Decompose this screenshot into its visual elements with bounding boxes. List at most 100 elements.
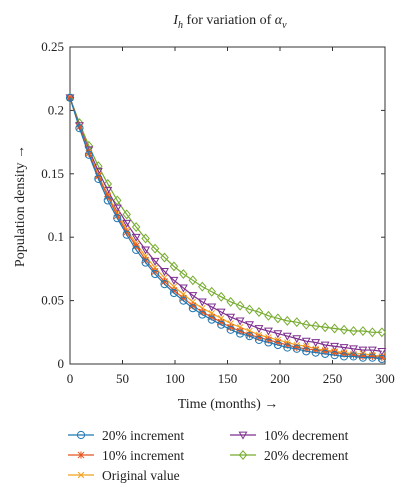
series-original-value xyxy=(66,94,386,360)
legend-item: 20% decrement xyxy=(230,448,349,463)
data-point xyxy=(75,124,84,133)
x-tick-label: 300 xyxy=(375,371,395,386)
data-point xyxy=(112,204,122,213)
data-point xyxy=(189,302,197,310)
data-point xyxy=(226,313,236,322)
data-point xyxy=(131,233,141,242)
data-point xyxy=(311,339,321,348)
data-point xyxy=(349,351,358,359)
legend-item: Original value xyxy=(68,468,180,483)
x-tick-label: 100 xyxy=(165,371,185,386)
data-point xyxy=(330,342,340,351)
data-point xyxy=(358,353,368,362)
data-point xyxy=(179,294,187,302)
title-greek-sub: v xyxy=(282,20,287,31)
data-point xyxy=(217,318,225,326)
title-greek: α xyxy=(275,13,283,28)
legend-marker xyxy=(238,450,248,460)
data-point xyxy=(198,310,207,319)
data-point xyxy=(330,323,339,334)
data-point xyxy=(273,313,283,324)
data-point xyxy=(368,352,376,360)
data-point xyxy=(377,354,386,364)
title-mid: for variation of xyxy=(183,13,275,28)
x-tick-label: 50 xyxy=(116,371,129,386)
data-point xyxy=(264,310,273,321)
data-point xyxy=(150,269,160,279)
data-point xyxy=(75,122,84,131)
data-point xyxy=(113,212,121,220)
data-point xyxy=(179,269,188,279)
legend-item: 10% decrement xyxy=(230,428,349,443)
data-point xyxy=(358,326,368,337)
data-point xyxy=(179,296,188,305)
data-point xyxy=(283,341,291,349)
legend: 20% increment 10% increment Original value… xyxy=(68,428,349,483)
data-point xyxy=(302,347,311,356)
series-20-decrement xyxy=(65,92,387,338)
data-point xyxy=(358,346,368,355)
y-tick-label: 0.05 xyxy=(41,293,64,308)
data-point xyxy=(216,291,226,302)
data-point xyxy=(198,308,206,316)
legend-marker xyxy=(77,451,85,459)
chart-title: Ih for variation of αv xyxy=(172,13,287,31)
data-point xyxy=(65,93,75,102)
series-line xyxy=(69,97,382,352)
data-point xyxy=(131,222,141,233)
data-point xyxy=(293,343,301,352)
data-point xyxy=(207,303,217,312)
x-tick-label: 0 xyxy=(67,371,74,386)
data-point xyxy=(84,150,94,159)
data-point xyxy=(235,300,245,311)
data-point xyxy=(132,245,141,254)
data-point xyxy=(254,335,264,345)
data-point xyxy=(359,352,367,360)
data-point xyxy=(378,354,386,362)
data-point xyxy=(349,345,358,354)
data-point xyxy=(227,323,235,331)
data-point xyxy=(254,307,264,317)
legend-item: 20% increment xyxy=(68,428,184,443)
data-point xyxy=(178,284,188,293)
data-point xyxy=(283,343,292,352)
data-point xyxy=(273,340,282,350)
data-point xyxy=(377,347,387,356)
data-point xyxy=(226,296,235,307)
x-axis-label: Time (months) → xyxy=(178,397,279,412)
data-point xyxy=(340,350,348,358)
data-point xyxy=(94,172,102,180)
data-point xyxy=(264,338,273,347)
legend-label: 20% decrement xyxy=(264,448,349,463)
data-point xyxy=(264,336,273,344)
data-point xyxy=(122,209,131,220)
data-point xyxy=(198,281,207,292)
data-point xyxy=(197,298,207,307)
data-point xyxy=(142,256,150,264)
data-point xyxy=(367,346,377,355)
data-point xyxy=(245,321,254,330)
data-point xyxy=(226,325,235,334)
data-point xyxy=(236,327,244,335)
legend-marker xyxy=(76,430,86,440)
data-point xyxy=(312,346,320,354)
data-point xyxy=(188,275,198,286)
data-point xyxy=(321,349,330,358)
data-point xyxy=(254,325,264,334)
data-point xyxy=(339,344,349,353)
data-point xyxy=(150,257,160,266)
data-point xyxy=(141,246,151,255)
data-point xyxy=(141,258,150,267)
data-point xyxy=(208,313,216,321)
data-point xyxy=(245,331,254,339)
data-point xyxy=(188,292,198,301)
title-sub: h xyxy=(178,20,183,31)
data-point xyxy=(245,304,254,315)
data-point xyxy=(245,332,254,341)
y-tick-label: 0.1 xyxy=(48,229,64,244)
y-axis-label: Population density → xyxy=(13,145,28,267)
series-line xyxy=(69,97,382,333)
data-point xyxy=(274,338,282,347)
title-main: I xyxy=(172,13,179,28)
